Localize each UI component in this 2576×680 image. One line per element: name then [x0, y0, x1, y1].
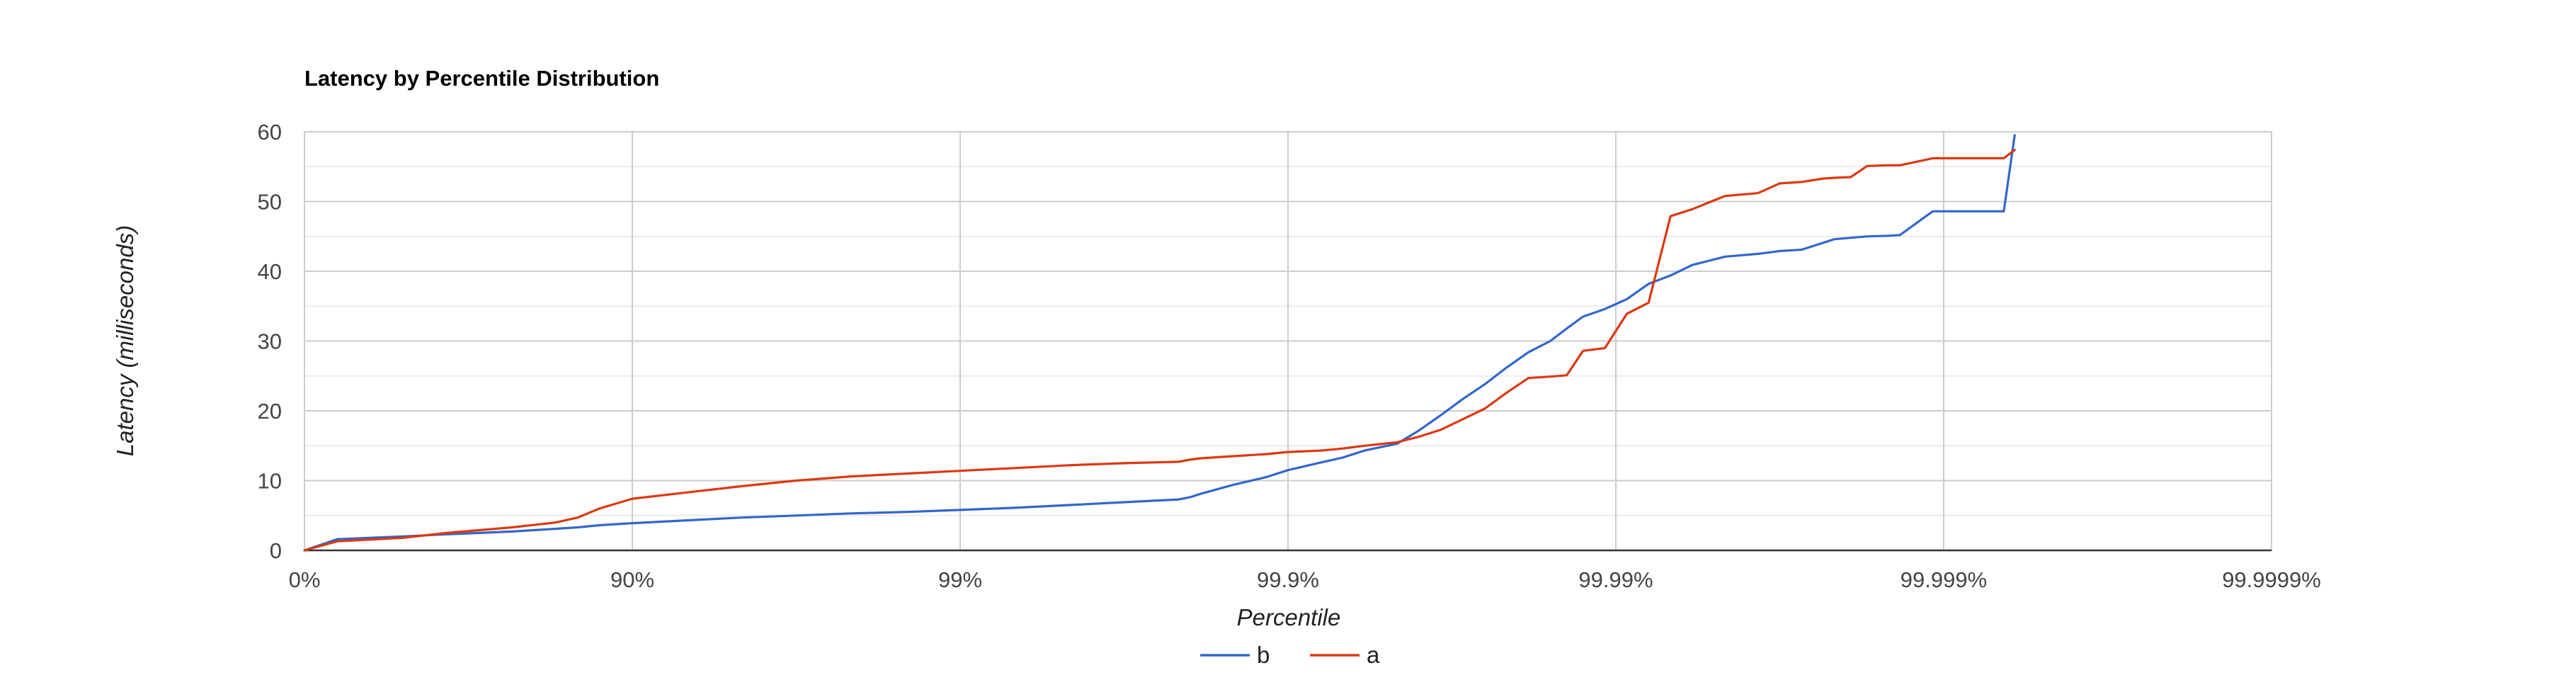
y-axis-label: Latency (milliseconds): [112, 225, 138, 456]
series-line-a: [303, 149, 2016, 552]
legend-label-a: a: [1367, 642, 1380, 668]
x-tick-label: 99%: [938, 567, 982, 592]
x-tick-label: 90%: [610, 567, 654, 592]
y-tick-label: 30: [258, 329, 282, 354]
series-layer: [303, 134, 2016, 552]
y-tick-label: 60: [258, 120, 282, 144]
legend-label-b: b: [1257, 642, 1270, 668]
series-line-b: [303, 134, 2016, 552]
x-tick-label: 99.999%: [1900, 567, 1987, 592]
y-tick-label: 20: [258, 399, 282, 424]
x-tick-label: 99.9%: [1257, 567, 1319, 592]
x-tick-label: 0%: [289, 567, 321, 592]
axes: 0 10 20 30 40 50 60 0% 90% 99% 99.9% 99.99% 99.999% 9…: [258, 120, 2321, 592]
x-axis-label: Percentile: [1237, 604, 1341, 630]
y-tick-label: 0: [270, 538, 282, 563]
gridlines: [304, 131, 2272, 550]
y-tick-label: 40: [258, 259, 282, 284]
x-tick-label: 99.9999%: [2222, 567, 2321, 592]
x-tick-label: 99.99%: [1578, 567, 1653, 592]
y-tick-label: 10: [258, 469, 282, 494]
y-tick-label: 50: [258, 190, 282, 215]
chart-title: Latency by Percentile Distribution: [304, 66, 659, 91]
